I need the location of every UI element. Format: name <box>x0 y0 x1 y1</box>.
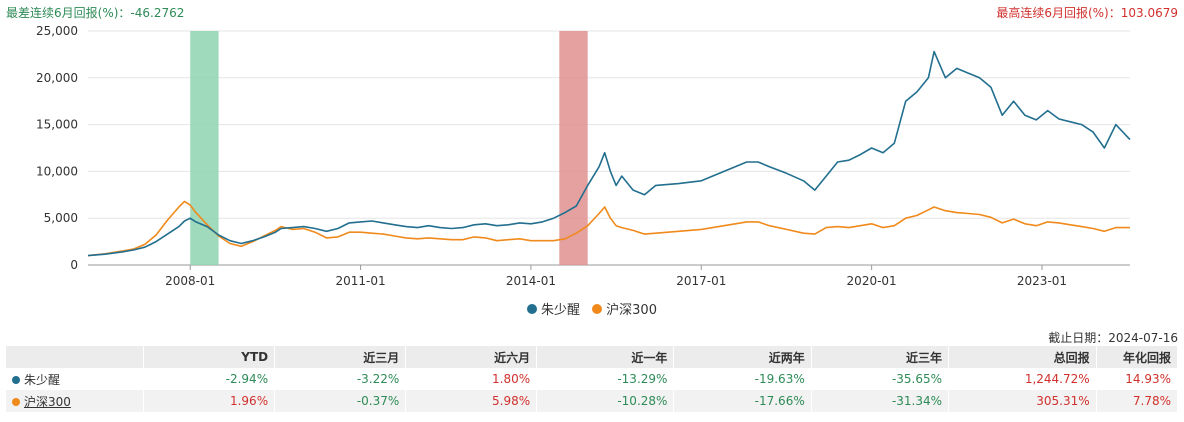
x-tick-label: 2011-01 <box>335 274 385 288</box>
cell-value: -31.34% <box>811 390 950 412</box>
col-header-name <box>6 346 144 368</box>
x-tick-label: 2020-01 <box>847 274 897 288</box>
y-tick-label: 25,000 <box>36 24 78 38</box>
cell-value: -2.94% <box>143 368 276 390</box>
cell-value: -35.65% <box>811 368 950 390</box>
x-tick-label: 2017-01 <box>676 274 726 288</box>
legend-dot-index-icon <box>592 303 603 314</box>
cell-value: -17.66% <box>673 390 812 412</box>
x-tick-label: 2014-01 <box>506 274 556 288</box>
series-line-fund <box>87 50 1131 257</box>
col-header-total: 总回报 <box>948 346 1097 368</box>
col-header-annualized: 年化回报 <box>1096 346 1179 368</box>
col-header-2y: 近两年 <box>673 346 812 368</box>
worst-6m-return: 最差连续6月回报(%)：-46.2762 <box>6 6 185 20</box>
x-tick-label: 2008-01 <box>165 274 215 288</box>
legend-item-index[interactable]: 沪深300 <box>592 299 657 318</box>
cell-value: -19.63% <box>673 368 812 390</box>
row-label-fund: 朱少醒 <box>24 372 61 387</box>
performance-line-chart[interactable]: 25,000 20,000 15,000 10,000 5,000 0 2008-01 201… <box>0 0 1184 295</box>
cell-value: 7.78% <box>1096 390 1179 412</box>
col-header-6m: 近六月 <box>405 346 538 368</box>
col-header-ytd: YTD <box>143 346 276 368</box>
cell-value: -3.22% <box>274 368 407 390</box>
cell-value: 5.98% <box>405 390 538 412</box>
row-dot-fund-icon <box>12 375 20 384</box>
cell-value: -0.37% <box>274 390 407 412</box>
x-tick-label: 2023-01 <box>1017 274 1067 288</box>
chart-legend[interactable]: 朱少醒 沪深300 <box>0 299 1184 318</box>
shaded-period <box>190 31 219 265</box>
best-6m-return: 最高连续6月回报(%)：103.0679 <box>996 6 1178 20</box>
performance-table: YTD 近三月 近六月 近一年 近两年 近三年 总回报 年化回报 朱少醒 -2.… <box>6 346 1179 412</box>
as-of-date: 截止日期：2024-07-16 <box>1048 331 1178 345</box>
cell-value: 1,244.72% <box>948 368 1097 390</box>
cell-value: 14.93% <box>1096 368 1179 390</box>
y-tick-label: 5,000 <box>44 211 78 225</box>
shaded-period <box>559 31 588 265</box>
cell-value: 305.31% <box>948 390 1097 412</box>
y-tick-label: 15,000 <box>36 118 78 132</box>
row-dot-index-icon <box>12 397 20 406</box>
y-tick-label: 10,000 <box>36 164 78 178</box>
cell-value: -13.29% <box>536 368 675 390</box>
y-tick-label: 0 <box>70 258 78 272</box>
series-line-index <box>87 200 1130 257</box>
cell-value: 1.96% <box>143 390 276 412</box>
table-header-row: YTD 近三月 近六月 近一年 近两年 近三年 总回报 年化回报 <box>6 346 1179 368</box>
col-header-1y: 近一年 <box>536 346 675 368</box>
cell-value: 1.80% <box>405 368 538 390</box>
col-header-3m: 近三月 <box>274 346 407 368</box>
y-tick-label: 20,000 <box>36 71 78 85</box>
row-name-fund: 朱少醒 <box>6 368 144 390</box>
table-row: 沪深300 1.96% -0.37% 5.98% -10.28% -17.66%… <box>6 390 1179 412</box>
legend-label-index: 沪深300 <box>606 303 657 318</box>
cell-value: -10.28% <box>536 390 675 412</box>
col-header-3y: 近三年 <box>811 346 950 368</box>
table-row: 朱少醒 -2.94% -3.22% 1.80% -13.29% -19.63% … <box>6 368 1179 390</box>
row-label-index-link[interactable]: 沪深300 <box>24 394 71 409</box>
row-name-index: 沪深300 <box>6 390 144 412</box>
legend-label-fund: 朱少醒 <box>541 303 581 318</box>
legend-dot-fund-icon <box>527 303 537 314</box>
legend-item-fund[interactable]: 朱少醒 <box>527 299 580 318</box>
